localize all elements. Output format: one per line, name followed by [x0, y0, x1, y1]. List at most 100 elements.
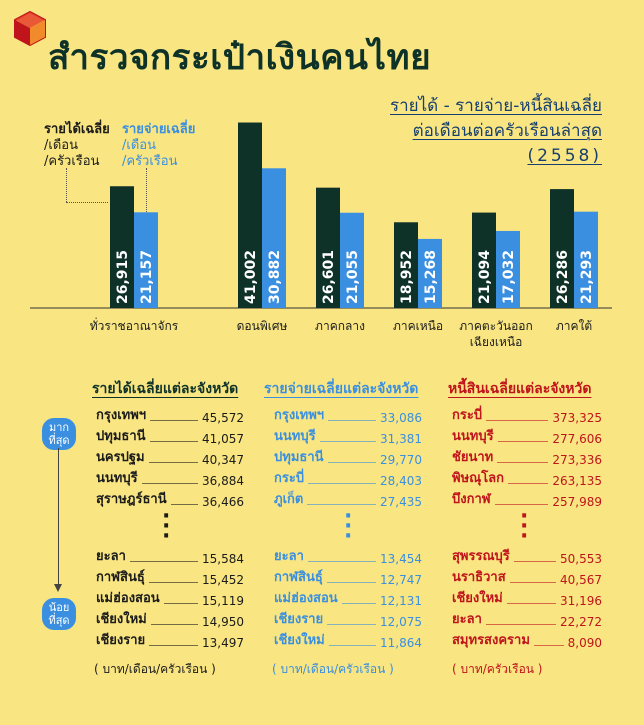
- province-name: เชียงใหม่: [274, 633, 325, 648]
- expense-bottom-row: ยะลา 13,454: [274, 546, 422, 566]
- leader-line: [327, 624, 376, 625]
- leader-line: [148, 462, 198, 463]
- province-name: แม่ฮ่องสอน: [274, 591, 338, 606]
- province-name: กาฬสินธุ์: [274, 570, 323, 585]
- leader-line: [485, 624, 556, 625]
- debt-table-title: หนี้สินเฉลี่ยแต่ละจังหวัด: [448, 381, 592, 397]
- expense-data-label: 21,293: [579, 250, 595, 304]
- province-name: ปทุมธานี: [274, 450, 324, 465]
- province-name: นนทบุรี: [96, 471, 138, 486]
- leader-line: [170, 504, 198, 505]
- leader-line: [307, 504, 376, 505]
- income-top-row: นครปฐม 40,347: [96, 447, 244, 467]
- expense-top-row: ปทุมธานี 29,770: [274, 447, 422, 467]
- leader-line: [149, 645, 198, 646]
- leader-line: [148, 582, 198, 583]
- province-name: สมุทรสงคราม: [452, 633, 530, 648]
- legend-expense-sub1: /เดือน: [122, 138, 156, 153]
- province-value: 29,770: [380, 453, 422, 467]
- expense-data-label: 21,157: [139, 250, 155, 304]
- income-bar: [472, 212, 496, 308]
- leader-line: [497, 441, 549, 442]
- rank-least-badge: น้อย ที่สุด: [42, 598, 76, 630]
- rank-most-badge: มาก ที่สุด: [42, 418, 76, 450]
- income-data-label: 41,002: [243, 250, 259, 304]
- income-top-row: กรุงเทพฯ 45,572: [96, 405, 244, 425]
- income-table-title: รายได้เฉลี่ยแต่ละจังหวัด: [92, 381, 239, 397]
- leader-line: [163, 603, 198, 604]
- province-value: 15,452: [202, 573, 244, 587]
- province-name: กรุงเทพฯ: [96, 408, 147, 423]
- province-value: 11,864: [380, 636, 422, 650]
- province-name: เชียงราย: [274, 612, 324, 627]
- legend-income: รายได้เฉลี่ย /เดือน /ครัวเรือน: [44, 122, 110, 170]
- leader-line: [307, 561, 376, 562]
- province-name: เชียงใหม่: [452, 591, 503, 606]
- legend-income-leader-vertical: [66, 168, 67, 202]
- debt-top-row: กระบี่ 373,325: [452, 405, 602, 425]
- leader-line: [141, 483, 198, 484]
- debt-bottom-row: เชียงใหม่ 31,196: [452, 588, 602, 608]
- leader-line: [129, 561, 198, 562]
- subtitle-line-2: ต่อเดือนต่อครัวเรือนล่าสุด: [412, 121, 602, 141]
- expense-data-label: 15,268: [423, 250, 439, 304]
- leader-line: [308, 483, 376, 484]
- income-top-row: ปทุมธานี 41,057: [96, 426, 244, 446]
- income-top-row: สุราษฎร์ธานี 36,466: [96, 489, 244, 509]
- province-name: กาฬสินธุ์: [96, 570, 145, 585]
- expense-table-title: รายจ่ายเฉลี่ยแต่ละจังหวัด: [264, 381, 419, 397]
- leader-line: [149, 441, 198, 442]
- debt-bottom-row: สุพรรณบุรี 50,553: [452, 546, 602, 566]
- province-value: 277,606: [552, 432, 602, 446]
- province-name: นราธิวาส: [452, 570, 506, 585]
- debt-bottom-row: สมุทรสงคราม 8,090: [452, 630, 602, 650]
- income-data-label: 26,286: [555, 250, 571, 304]
- province-name: แม่ฮ่องสอน: [96, 591, 160, 606]
- income-data-label: 26,915: [115, 250, 131, 304]
- province-name: ชัยนาท: [452, 450, 494, 465]
- rank-least-line2: ที่สุด: [48, 614, 70, 627]
- province-value: 8,090: [567, 636, 602, 650]
- province-name: นครปฐม: [96, 450, 145, 465]
- leader-line: [328, 645, 376, 646]
- province-name: ยะลา: [96, 549, 126, 564]
- province-name: นนทบุรี: [452, 429, 494, 444]
- income-top-row: นนทบุรี 36,884: [96, 468, 244, 488]
- income-ellipsis: · · ·: [162, 504, 171, 549]
- province-value: 50,553: [560, 552, 602, 566]
- province-value: 15,584: [202, 552, 244, 566]
- income-bar: [316, 187, 340, 308]
- subtitle-year: (2558): [527, 146, 602, 166]
- expense-bottom-row: เชียงใหม่ 11,864: [274, 630, 422, 650]
- province-value: 12,075: [380, 615, 422, 629]
- expense-top-row: กระบี่ 28,403: [274, 468, 422, 488]
- debt-unit: ( บาท/ครัวเรือน ): [452, 662, 543, 676]
- subtitle-line-1: รายได้ - รายจ่าย-หนี้สินเฉลี่ย: [389, 96, 602, 116]
- province-value: 12,747: [380, 573, 422, 587]
- rank-least-line1: น้อย: [48, 601, 70, 614]
- expense-data-label: 30,882: [267, 250, 283, 304]
- province-value: 36,466: [202, 495, 244, 509]
- province-value: 40,567: [560, 573, 602, 587]
- regional-bar-chart: 26,915 21,157 ทั่วราชอาณาจักร 41,002 30,882 ด…: [30, 122, 612, 349]
- rank-arrow-down-icon: [54, 584, 62, 592]
- income-data-label: 21,094: [477, 250, 493, 304]
- income-unit: ( บาท/เดือน/ครัวเรือน ): [94, 662, 216, 676]
- province-value: 45,572: [202, 411, 244, 425]
- income-bottom-row: กาฬสินธุ์ 15,452: [96, 567, 244, 587]
- province-value: 27,435: [380, 495, 422, 509]
- legend-expense: รายจ่ายเฉลี่ย /เดือน /ครัวเรือน: [122, 122, 195, 170]
- expense-bar: [262, 168, 286, 308]
- expense-bar: [496, 230, 520, 308]
- debt-top-row: นนทบุรี 277,606: [452, 426, 602, 446]
- leader-line: [150, 624, 198, 625]
- province-name: กระบี่: [274, 471, 305, 486]
- province-value: 33,086: [380, 411, 422, 425]
- expense-bar: [418, 238, 442, 308]
- category-label: เฉียงเหนือ: [470, 335, 523, 349]
- expense-data-label: 17,032: [501, 250, 517, 304]
- province-name: บึงกาฬ: [452, 492, 491, 507]
- legend-income-sub1: /เดือน: [44, 138, 78, 153]
- province-name: นนทบุรี: [274, 429, 316, 444]
- province-name: ยะลา: [452, 612, 482, 627]
